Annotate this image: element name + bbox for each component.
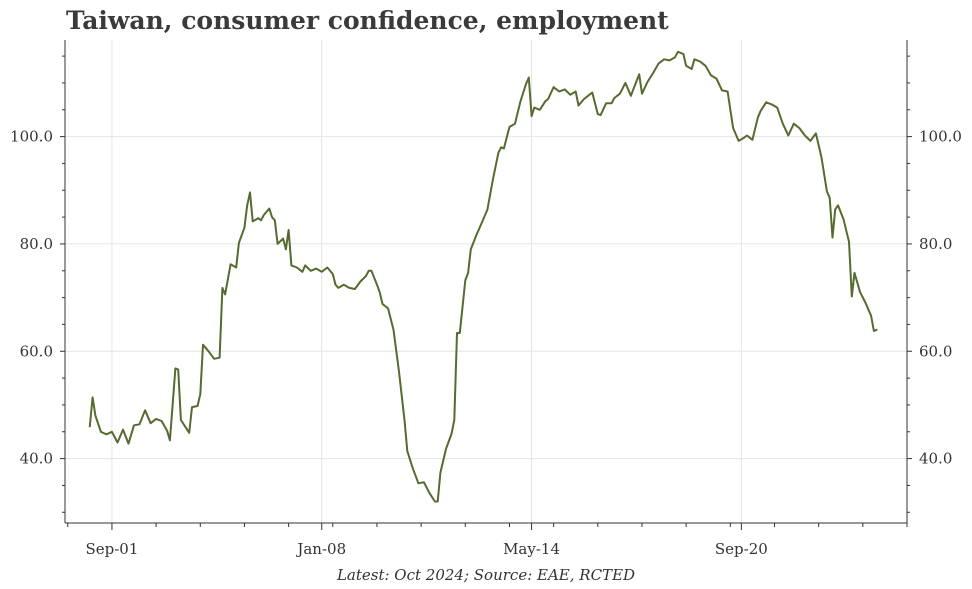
axes (64, 40, 908, 524)
chart-title: Taiwan, consumer confidence, employment (66, 6, 669, 35)
y-tick-label-right: 40.0 (919, 450, 952, 468)
x-tick-label: Sep-01 (85, 540, 138, 558)
tick-labels: 40.0 40.0 60.0 60.0 80.0 80.0 100.0 100.0 Sep-01… (10, 128, 962, 558)
y-tick-label-left: 80.0 (20, 235, 53, 253)
grid (65, 40, 907, 523)
series-line (88, 50, 878, 503)
x-tick-label: Jan-08 (295, 540, 346, 558)
y-tick-label-right: 100.0 (919, 128, 962, 146)
y-tick-label-left: 100.0 (10, 128, 53, 146)
y-tick-label-left: 60.0 (20, 342, 53, 360)
y-tick-label-left: 40.0 (20, 450, 53, 468)
x-tick-label: Sep-20 (715, 540, 768, 558)
series-layer (88, 50, 878, 503)
source-note: Latest: Oct 2024; Source: EAE, RCTED (336, 566, 636, 584)
tick-marks (60, 55, 912, 530)
y-tick-label-right: 80.0 (919, 235, 952, 253)
x-tick-label: May-14 (503, 540, 560, 558)
y-tick-label-right: 60.0 (919, 342, 952, 360)
